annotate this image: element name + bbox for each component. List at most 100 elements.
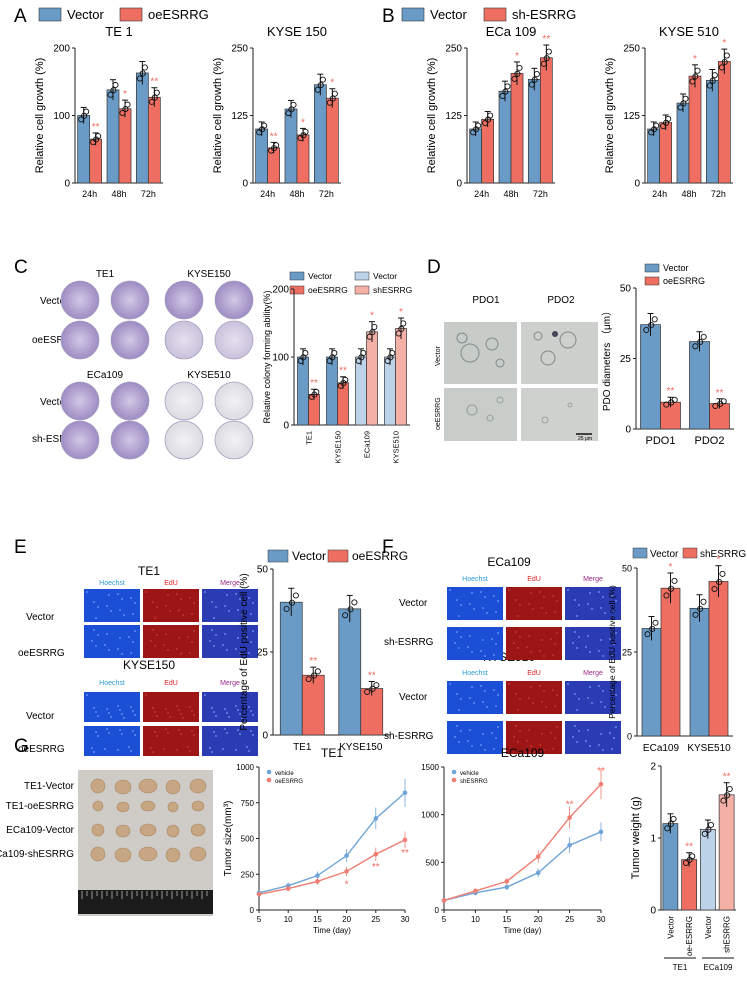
cell-dot [130,706,132,708]
chart-e-bar [301,674,325,736]
cell-dot [517,741,519,743]
cell-dot [545,706,547,708]
chartB2-point [711,72,718,79]
fluorescence-image [447,681,503,714]
plate-row-label-vector: Vector [40,296,69,307]
cell-dot [213,731,215,733]
cell-dot [134,734,136,736]
cell-dot [248,750,250,752]
cell-dot [467,740,469,742]
chartA2-ytick-label: 0 [242,179,248,190]
legend-a-label-vector: Vector [67,7,105,22]
cell-dot [246,746,248,748]
chart-f-ytick-label: 0 [627,732,632,742]
chart-e-point [288,599,296,606]
chart-h1-point [285,886,291,891]
cell-dot [530,686,532,688]
cell-dot [154,711,156,713]
cell-dot [587,635,589,637]
cell-dot [117,593,119,595]
chart-c-xtick-label: TE1 [305,431,314,445]
cell-dot [491,732,493,734]
chart-i-point [670,815,677,822]
cell-dot [106,633,108,635]
chartA2-point [314,86,321,93]
cell-dot [237,709,239,711]
tumor [139,823,157,837]
legend-e-swatch-oe [327,549,349,563]
chartB1-bar [498,90,512,184]
legend-c-label: oeESRRG [308,285,348,295]
tumor [90,846,106,862]
cell-dot [449,683,451,685]
cell-dot [600,607,602,609]
chart-c-ytick-label: 0 [283,421,289,432]
cell-dot [556,726,558,728]
chart-i-ytick-label: 1 [650,834,656,845]
cell-dot [613,643,615,645]
cell-dot [552,595,554,597]
chartB2-point [721,58,728,66]
tumor [167,801,179,813]
chart-i-sig: ** [685,842,693,853]
chartB2-point [689,78,696,85]
cell-dot [95,711,97,713]
cell-dot [497,694,499,696]
chart-f-sig: * [717,555,721,566]
cell-dot [473,608,475,610]
tumor [189,846,207,862]
edu-row-label-sh-2: sh-ESRRG [384,731,434,742]
cell-dot [508,589,510,591]
channel-label: Merge [220,680,240,687]
cell-dot [519,636,521,638]
chart-f-point [663,592,670,599]
chart-i-point [667,820,674,828]
cell-dot [543,655,545,657]
cell-dot [250,710,252,712]
plate-col-label-eca109: ECa109 [87,370,124,381]
chartA2-bar [325,97,339,184]
chart-h2-ytick-label: 1500 [421,763,439,772]
chart-i-bar [718,794,735,911]
chart-h2-ytick-label: 0 [435,906,440,915]
cell-dot [519,730,521,732]
chart-c-xtick-label: KYSE510 [392,431,401,464]
cell-dot [95,617,97,619]
chart-h2-xlabel: Time (day) [504,926,542,935]
chart-i-ytick-label: 2 [650,762,656,773]
chart-d-ytick-label: 0 [625,425,631,436]
tumor [191,800,205,812]
cell-dot [252,714,254,716]
pdo-image-oe-2 [521,388,598,441]
chart-i-point [707,821,715,828]
cell-dot [235,705,237,707]
chart-h2-legend-dot [451,777,457,783]
tumor-row-label-3: ECa109-Vector [6,825,74,836]
chart-f-bar [660,587,681,737]
chart-h2-sig: ** [597,766,605,777]
chart-e-point [305,676,312,683]
legend-b-label-treat: sh-ESRRG [512,7,576,22]
tumor [140,800,156,812]
legend-b: Vector sh-ESRRG [401,7,576,22]
tumor-photo: TE1-Vector TE1-oeESRRG ECa109-Vector ECa… [0,770,213,916]
edu-group-label-eca109: ECa109 [487,555,531,569]
chart-c-point [302,350,309,357]
cell-dot [598,591,600,593]
cell-dot [235,749,237,751]
cell-dot [484,596,486,598]
chartA2-point [331,90,338,97]
chartB1-bar [510,73,524,184]
cell-dot [574,599,576,601]
fluorescence-image [506,681,562,714]
cell-dot [154,617,156,619]
cell-dot [456,725,458,727]
cell-dot [178,709,180,711]
cell-dot [480,744,482,746]
chartB2-bar [676,102,690,184]
chart-f-point [692,611,699,618]
cell-dot [180,713,182,715]
legend-f-swatch-vector [632,547,648,559]
cell-dot [169,716,171,718]
cell-dot [213,617,215,619]
